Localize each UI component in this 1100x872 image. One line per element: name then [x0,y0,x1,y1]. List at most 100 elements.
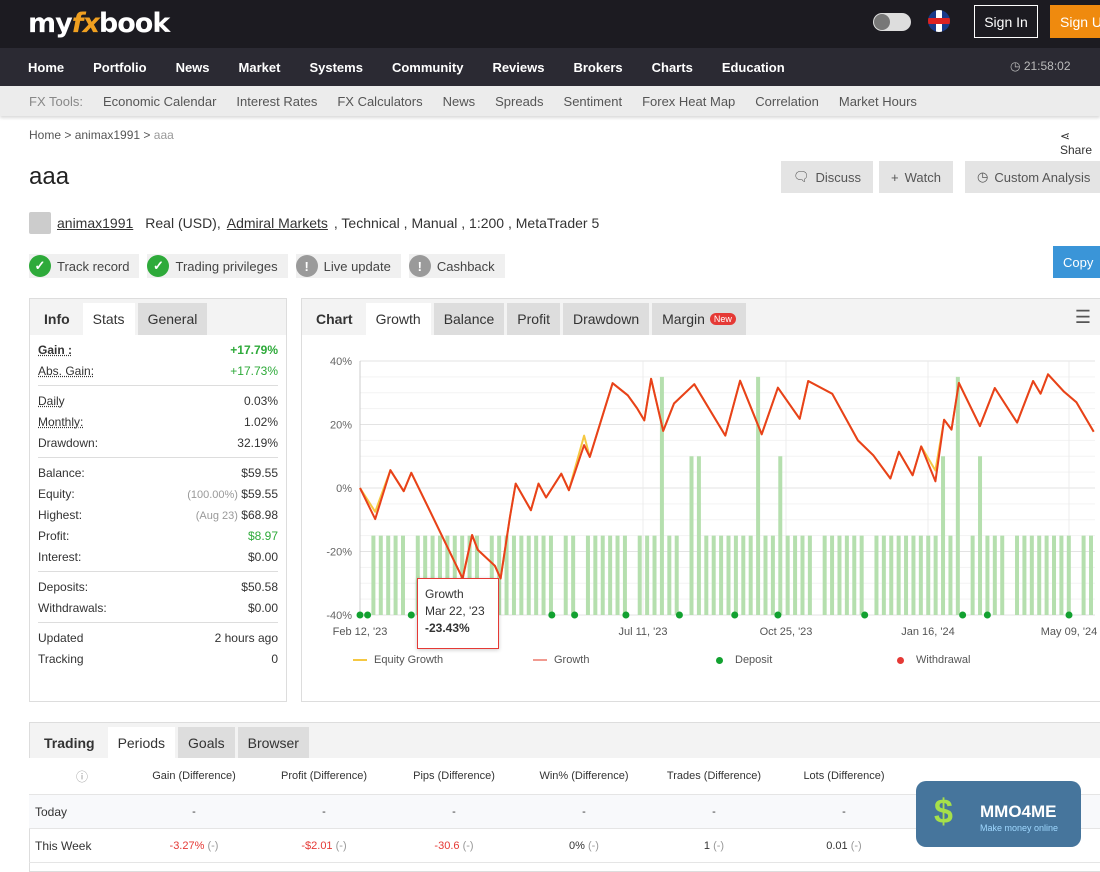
col-header: Pips (Difference) [413,770,495,782]
nav-systems[interactable]: Systems [309,59,363,75]
cell: - [322,805,326,818]
chart-tooltip: Growth Mar 22, '23 -23.43% [417,578,499,649]
uk-flag-icon[interactable] [928,10,950,32]
legend-dot-icon [897,656,904,664]
chart-title: Chart [316,311,353,327]
nav-portfolio[interactable]: Portfolio [93,59,147,75]
account-type: Real (USD), [145,215,221,231]
nav-home[interactable]: Home [28,59,65,75]
tool-news[interactable]: News [442,93,476,109]
fx-tools-label: FX Tools: [29,93,83,109]
stat-label: Profit: [38,528,70,543]
watch-button[interactable]: + Watch [879,161,953,193]
nav-education[interactable]: Education [721,59,785,75]
tool-interest-rates[interactable]: Interest Rates [236,93,318,109]
crumb-home[interactable]: Home [29,128,62,142]
bar [548,535,553,615]
stat-monthly: Monthly: 1.02% [38,411,278,432]
bar [696,456,701,615]
bar [489,535,494,615]
crumb-user[interactable]: animax1991 [74,128,141,142]
nav-charts[interactable]: Charts [651,59,693,75]
bar [541,535,546,615]
myfxbook-logo[interactable]: myfxbook [28,8,170,39]
bar [504,535,509,615]
stats-list: Gain : +17.79% Abs. Gain: +17.73% Daily 0.0… [30,335,286,673]
tab-info[interactable]: Info [44,311,70,327]
bar [800,535,805,615]
settings-sliders-icon[interactable]: ☰ [1074,307,1091,327]
x-tick-label: May 09, '24 [1041,626,1098,638]
tool-fx-calculators[interactable]: FX Calculators [337,93,423,109]
breadcrumb: Home > animax1991 > aaa [29,128,174,142]
discuss-button[interactable]: 🗨 Discuss [781,161,874,193]
legend-withdrawal[interactable]: Withdrawal [897,654,970,666]
bar [837,535,842,615]
info-icon[interactable]: ⓘ [75,769,88,784]
cell: -$2.01 (-) [259,840,389,852]
nav-market[interactable]: Market [238,59,281,75]
tab-general[interactable]: General [137,303,208,335]
custom-analysis-button[interactable]: ◷ Custom Analysis [965,161,1100,193]
tab-drawdown[interactable]: Drawdown [562,303,650,335]
tab-stats[interactable]: Stats [82,303,135,335]
cell: - [842,805,846,818]
badge-label: Cashback [436,258,495,274]
theme-toggle[interactable] [873,13,911,31]
bar [423,535,428,615]
bar [1022,535,1027,615]
cell-value: -$2.01 [301,839,333,852]
col-header: Profit (Difference) [281,770,367,782]
clock-icon: ◷ [977,169,989,184]
share-button[interactable]: ⋖ Share [1060,129,1100,157]
stat-label: Monthly: [38,414,84,429]
nav-community[interactable]: Community [391,59,464,75]
col-header: Gain (Difference) [152,770,236,782]
tool-correlation[interactable]: Correlation [755,93,819,109]
tab-goals[interactable]: Goals [178,727,235,759]
bar [452,535,457,615]
bar [978,456,983,615]
row-label: Today [35,804,68,819]
nav-news[interactable]: News [175,59,210,75]
clock-icon: ◷ [1010,59,1024,73]
tool-heat-map[interactable]: Forex Heat Map [642,93,736,109]
tab-browser[interactable]: Browser [237,727,309,759]
legend-label: Growth [554,654,590,666]
badge-cashback: ! Cashback [408,254,505,278]
tool-economic-calendar[interactable]: Economic Calendar [102,93,217,109]
broker-link[interactable]: Admiral Markets [226,215,328,231]
legend-deposit[interactable]: Deposit [716,654,772,666]
nav-brokers[interactable]: Brokers [573,59,623,75]
tab-profit[interactable]: Profit [507,303,560,335]
stat-label: Balance: [38,465,85,480]
tool-spreads[interactable]: Spreads [495,93,544,109]
badge-label: Live update [323,258,391,274]
tab-trading[interactable]: Trading [44,735,95,751]
sign-in-button[interactable]: Sign In [974,5,1038,38]
legend-equity[interactable]: Equity Growth [353,654,443,666]
legend-growth[interactable]: Growth [533,654,589,666]
tab-growth[interactable]: Growth [365,303,431,335]
stat-label: Daily [38,393,65,408]
page-title: aaa [29,163,70,190]
tool-sentiment[interactable]: Sentiment [563,93,623,109]
bar [970,535,975,615]
tooltip-date: Mar 22, '23 [425,604,485,618]
cell-diff: (-) [207,839,219,852]
legend-label: Equity Growth [374,654,444,666]
sign-up-button[interactable]: Sign Up [1050,5,1100,38]
tab-balance[interactable]: Balance [433,303,505,335]
tool-market-hours[interactable]: Market Hours [838,93,917,109]
bar [652,535,657,615]
bar [608,535,613,615]
stat-value: 0.03% [243,393,278,408]
nav-reviews[interactable]: Reviews [492,59,545,75]
tab-margin[interactable]: Margin New [652,303,746,335]
owner-link[interactable]: animax1991 [57,215,134,231]
tab-periods[interactable]: Periods [107,727,176,759]
x-tick-label: Jul 11, '23 [619,626,668,638]
cell: - [712,805,716,818]
copy-button[interactable]: Copy [1053,246,1100,278]
info-tabs: Info Stats General [30,299,286,335]
